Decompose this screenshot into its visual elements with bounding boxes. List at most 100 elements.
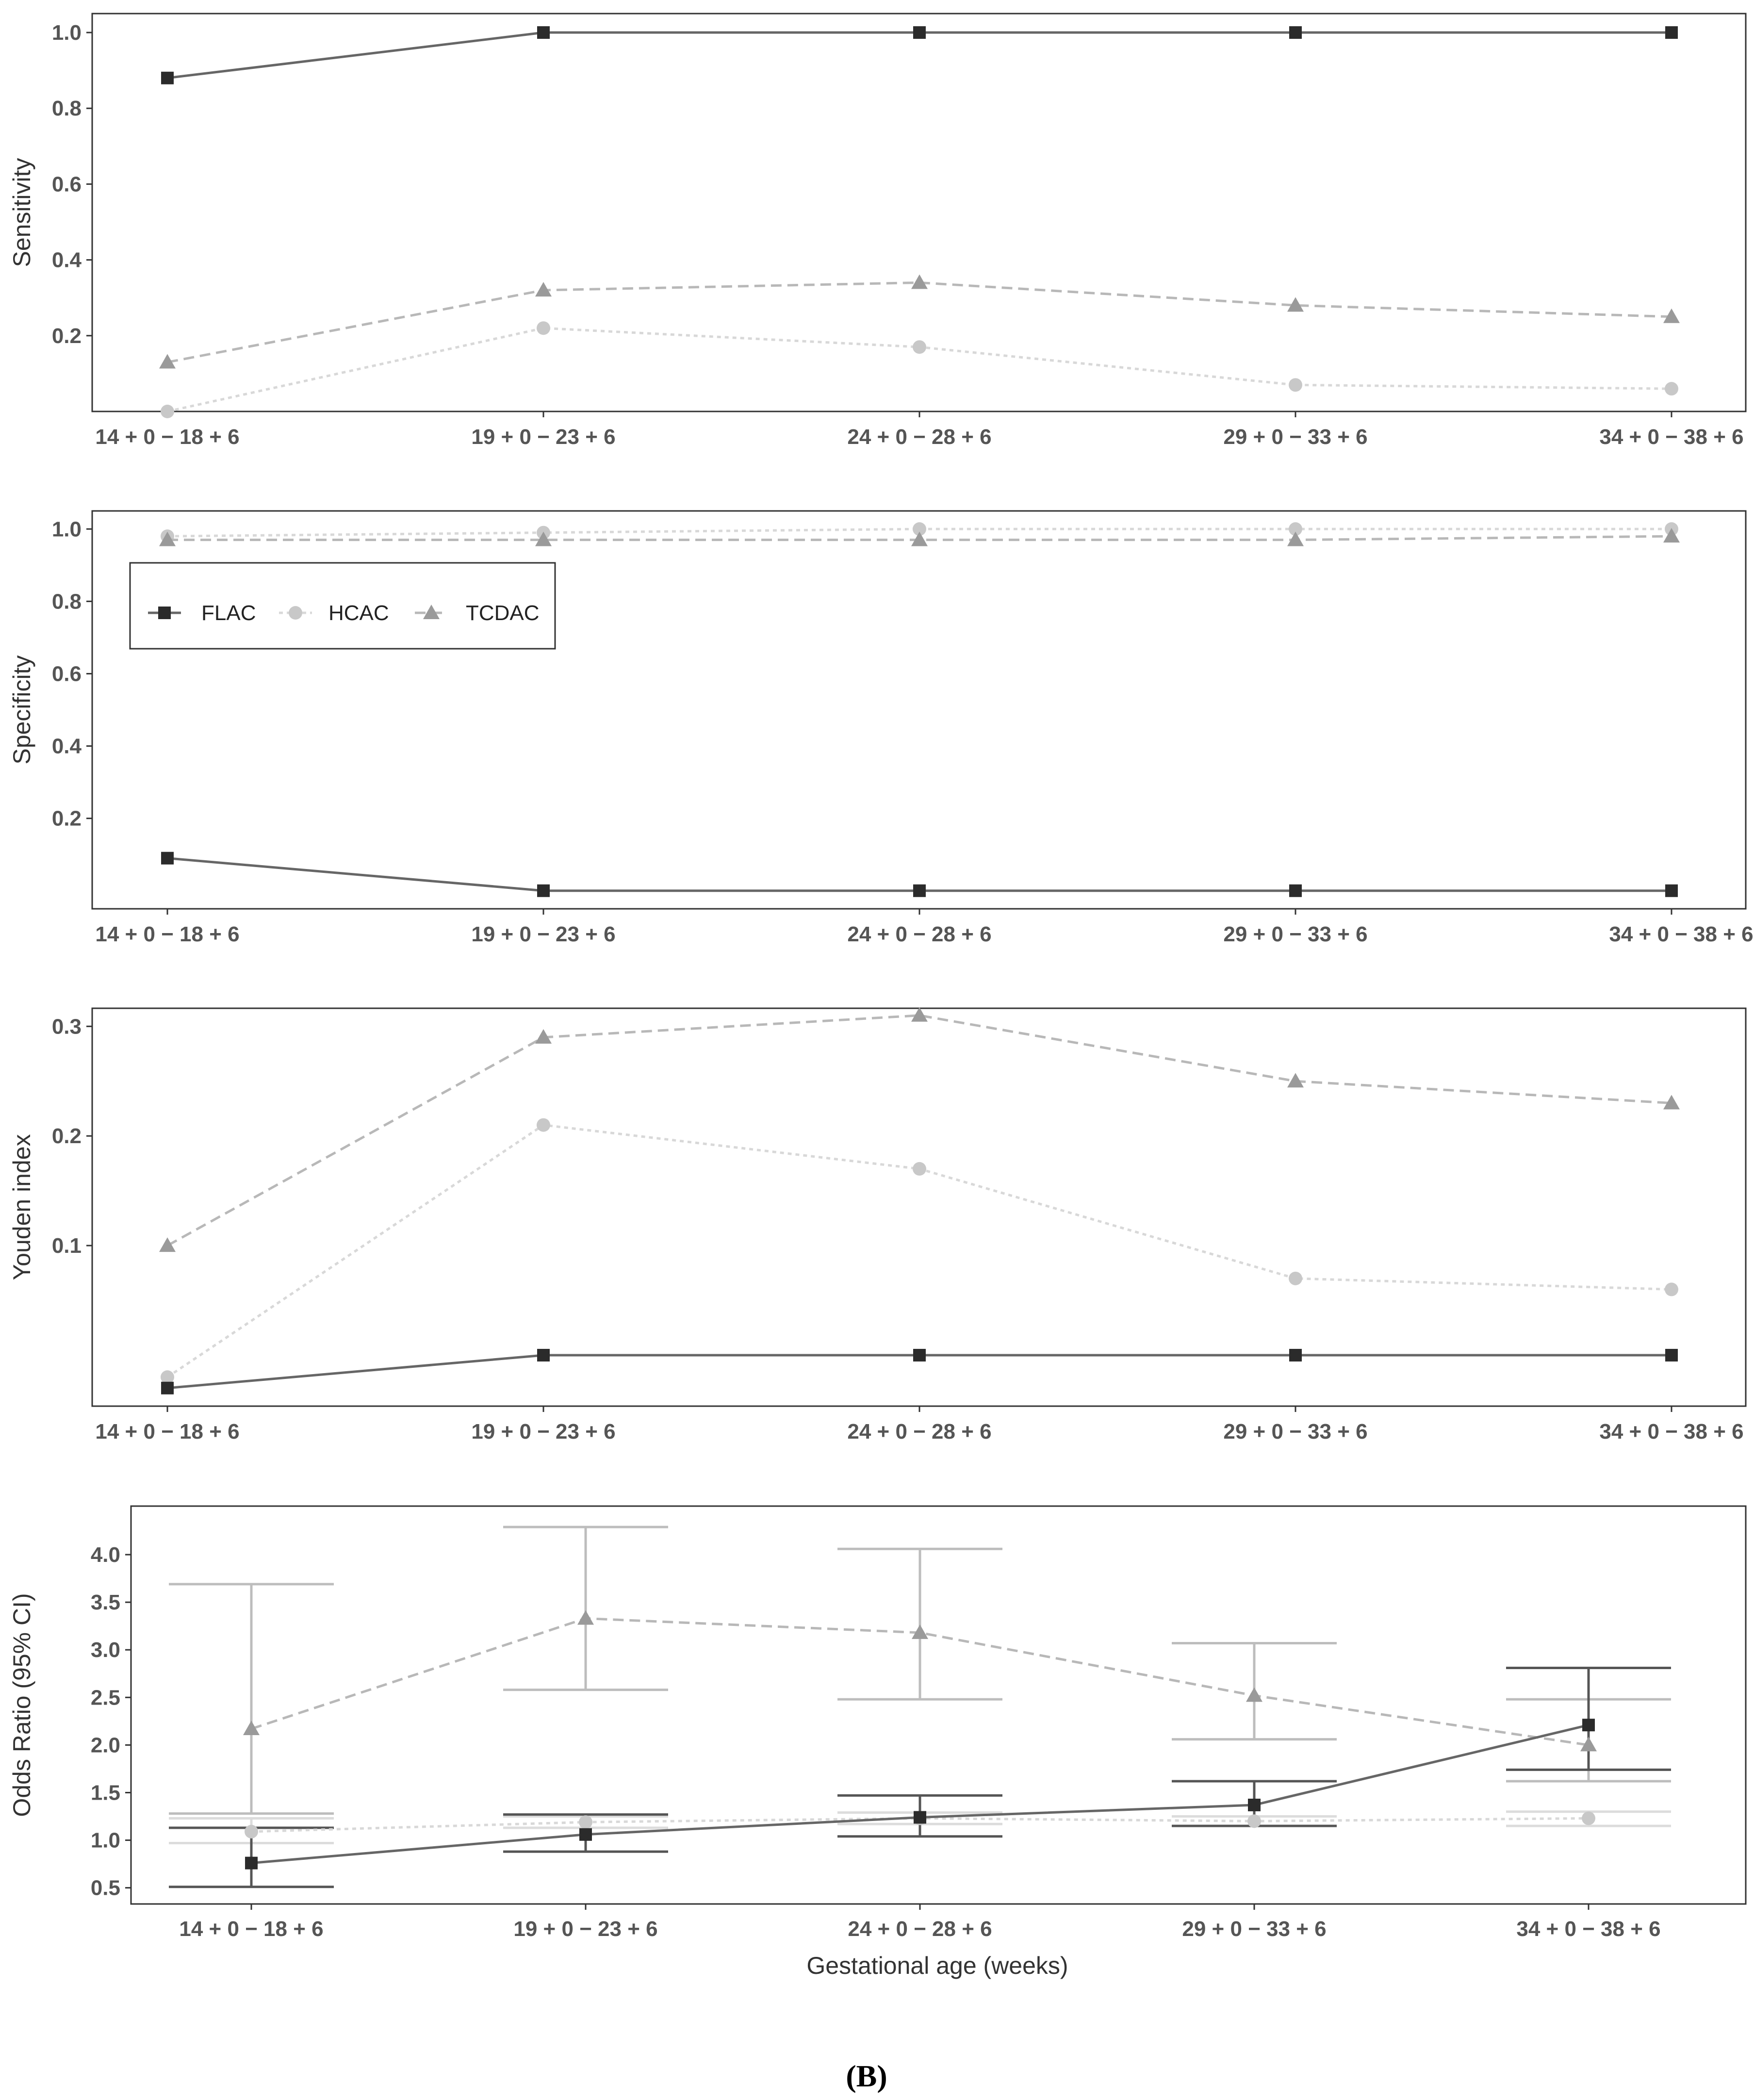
- y-tick-label: 0.2: [52, 324, 82, 348]
- y-axis-title: Sensitivity: [8, 158, 35, 267]
- flac-point: [537, 26, 550, 39]
- flac-point: [1289, 26, 1302, 39]
- y-tick-label: 0.3: [52, 1015, 82, 1038]
- tcdac-point: [1287, 297, 1304, 312]
- flac-series: [161, 1348, 1678, 1395]
- x-tick-label: 29 + 0 − 33 + 6: [1223, 922, 1367, 946]
- legend-marker: [158, 607, 171, 619]
- tcdac-error-bar: [503, 1526, 668, 1691]
- x-tick-label: 14 + 0 − 18 + 6: [95, 425, 239, 449]
- flac-point: [1665, 884, 1678, 897]
- y-axis-title: Youden index: [8, 1134, 35, 1280]
- tcdac-point: [535, 282, 552, 297]
- y-axis-title: Specificity: [8, 655, 35, 764]
- x-tick-label: 19 + 0 − 23 + 6: [513, 1917, 657, 1941]
- y-tick-label: 1.0: [91, 1829, 120, 1853]
- y-tick-label: 0.8: [52, 97, 82, 120]
- flac-point: [913, 26, 926, 39]
- flac-point: [1248, 1798, 1261, 1811]
- hcac-series: [161, 1118, 1678, 1384]
- sensitivity-panel: 0.2 0.4 0.6 0.8 1.0 14 + 0 − 18 + 6 19 + 0 − 2…: [8, 13, 1747, 449]
- y-tick-label: 0.4: [52, 248, 82, 272]
- flac-point: [913, 884, 926, 897]
- hcac-point: [537, 321, 550, 335]
- flac-point: [1289, 884, 1302, 897]
- x-tick-label: 29 + 0 − 33 + 6: [1223, 1420, 1367, 1444]
- y-tick-label: 0.4: [52, 735, 82, 758]
- legend-item-flac: FLAC: [148, 601, 256, 625]
- tcdac-point: [577, 1610, 594, 1625]
- legend-label: FLAC: [201, 601, 256, 625]
- flac-point: [161, 852, 174, 865]
- tcdac-error-bar: [169, 1583, 334, 1815]
- tcdac-point: [911, 531, 928, 546]
- x-tick-label: 24 + 0 − 28 + 6: [847, 922, 991, 946]
- x-tick-label: 19 + 0 − 23 + 6: [471, 922, 615, 946]
- y-tick-label: 2.0: [91, 1733, 120, 1757]
- flac-point: [1582, 1719, 1595, 1732]
- flac-series: [161, 26, 1678, 84]
- x-tick-label: 24 + 0 − 28 + 6: [847, 425, 991, 449]
- hcac-point: [161, 1370, 174, 1384]
- tcdac-point: [535, 1029, 552, 1044]
- odds-ratio-panel: 0.5 1.0 1.5 2.0 2.5 3.0 3.5 4.0 14 + 0 − 18 + 6 1…: [8, 1505, 1747, 1979]
- flac-point: [245, 1856, 258, 1870]
- x-tick-label: 34 + 0 − 38 + 6: [1599, 425, 1743, 449]
- hcac-point: [913, 1162, 926, 1176]
- y-tick-label: 1.5: [91, 1781, 120, 1805]
- hcac-point: [1665, 1282, 1678, 1296]
- x-tick-label: 24 + 0 − 28 + 6: [848, 1917, 992, 1941]
- y-tick-label: 0.2: [52, 807, 82, 831]
- tcdac-point: [535, 531, 552, 546]
- flac-point: [537, 884, 550, 897]
- x-tick-label: 14 + 0 − 18 + 6: [179, 1917, 323, 1941]
- x-tick-label: 34 + 0 − 38 + 6: [1516, 1917, 1660, 1941]
- hcac-line: [167, 527, 1672, 538]
- figure-caption: (B): [846, 2059, 887, 2093]
- flac-point: [914, 1811, 926, 1824]
- hcac-point: [161, 405, 174, 418]
- plot-frame: [91, 1007, 1747, 1407]
- x-tick-label: 14 + 0 − 18 + 6: [95, 922, 239, 946]
- hcac-point: [579, 1815, 592, 1829]
- y-tick-label: 0.5: [91, 1876, 120, 1900]
- flac-point: [537, 1348, 550, 1362]
- legend-item-hcac: HCAC: [279, 601, 389, 625]
- hcac-point: [1289, 1271, 1302, 1285]
- tcdac-point: [1663, 528, 1680, 543]
- tcdac-point: [1287, 531, 1304, 546]
- tcdac-series: [159, 1007, 1680, 1252]
- tcdac-point: [1287, 1073, 1304, 1088]
- flac-point: [1665, 26, 1678, 39]
- y-tick-label: 0.6: [52, 662, 82, 686]
- tcdac-series: [159, 528, 1680, 546]
- y-tick-label: 0.8: [52, 590, 82, 613]
- x-tick-label: 19 + 0 − 23 + 6: [471, 425, 615, 449]
- tcdac-series: [159, 274, 1680, 369]
- hcac-point: [1247, 1814, 1261, 1828]
- x-tick-label: 29 + 0 − 33 + 6: [1182, 1917, 1326, 1941]
- tcdac-point: [911, 1007, 928, 1022]
- tcdac-series: [243, 1610, 1597, 1752]
- flac-point: [161, 1381, 174, 1395]
- x-tick-label: 19 + 0 − 23 + 6: [471, 1420, 615, 1444]
- x-tick-label: 34 + 0 − 38 + 6: [1609, 922, 1753, 946]
- tcdac-point: [1663, 1095, 1680, 1110]
- flac-point: [579, 1828, 592, 1841]
- x-tick-label: 24 + 0 − 28 + 6: [847, 1420, 991, 1444]
- y-tick-label: 2.5: [91, 1686, 120, 1709]
- legend-marker: [423, 605, 440, 619]
- flac-point: [1289, 1348, 1302, 1362]
- tcdac-point: [912, 1624, 928, 1639]
- hcac-point: [913, 340, 926, 354]
- legend-box: [129, 562, 556, 650]
- flac-series: [161, 852, 1678, 897]
- flac-line: [167, 31, 1672, 80]
- y-tick-label: 0.2: [52, 1124, 82, 1148]
- flac-point: [161, 71, 174, 84]
- hcac-point: [1289, 522, 1302, 536]
- tcdac-point: [1580, 1737, 1597, 1752]
- flac-point: [913, 1348, 926, 1362]
- tcdac-error-bar: [837, 1547, 1002, 1701]
